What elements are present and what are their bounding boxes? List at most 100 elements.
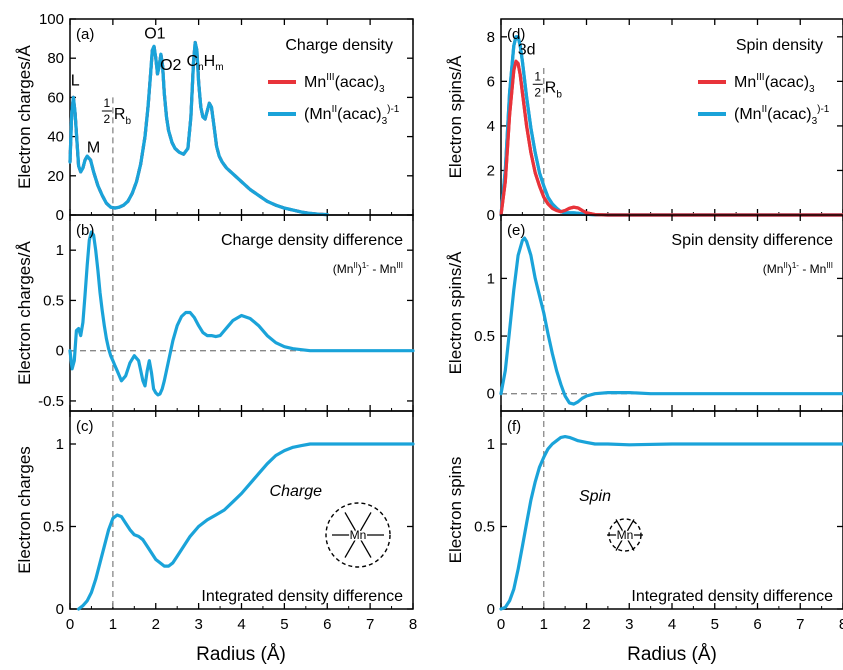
subtitle-sup: 1- — [362, 261, 369, 270]
chart-title: Integrated density difference — [201, 588, 403, 605]
series-line — [499, 435, 843, 611]
x-tick-label: 6 — [753, 616, 761, 633]
chart-title: Charge density difference — [221, 232, 403, 249]
inset-label: Charge — [270, 483, 323, 500]
panel-frame — [69, 410, 414, 610]
chart-title: Spin density difference — [671, 232, 833, 249]
subtitle-part: ) — [358, 262, 362, 276]
legend-text: (acac) — [337, 106, 381, 123]
y-tick-label: 1 — [487, 436, 495, 453]
peak-label: L — [71, 73, 80, 90]
legend-sup: III — [326, 72, 334, 83]
peak-text: 3d — [518, 42, 536, 59]
peak-label: CnHm — [187, 53, 224, 73]
subtitle-part: - Mn — [369, 262, 396, 276]
inset-bond — [615, 519, 635, 551]
peak-label: O2 — [160, 57, 181, 74]
rb-symbol: Rb — [545, 79, 563, 100]
y-axis-title: Electron charges/Å — [15, 45, 34, 189]
series-line-top — [499, 35, 843, 217]
legend-text: (Mn — [734, 106, 762, 123]
panel-label: (e) — [507, 222, 525, 239]
x-tick-label: 2 — [152, 616, 160, 633]
peak-text: M — [87, 139, 100, 156]
series-line — [68, 40, 329, 217]
peak-label: O1 — [144, 26, 165, 43]
y-tick-label: 2 — [487, 162, 495, 179]
panel-label: (a) — [76, 26, 94, 43]
rb-symbol: Rb — [114, 106, 132, 127]
panel-label: (b) — [76, 222, 94, 239]
x-tick-label: 0 — [66, 616, 74, 633]
legend-sup: )-1 — [387, 104, 400, 115]
y-tick-label: 0.5 — [474, 328, 495, 345]
x-tick-label: 5 — [280, 616, 288, 633]
legend-sup: II — [332, 104, 338, 115]
subtitle-sup: 1- — [792, 261, 799, 270]
x-tick-label: 2 — [582, 616, 590, 633]
panel-label: (d) — [507, 26, 525, 43]
legend-label: (MnII(acac)3)-1 — [304, 104, 400, 127]
y-tick-label: 20 — [47, 168, 64, 185]
panel-label: (f) — [507, 418, 521, 435]
subtitle-part: (Mn — [333, 262, 354, 276]
series-line — [76, 442, 415, 611]
y-axis-title: Electron spins/Å — [446, 55, 465, 178]
y-tick-label: 0.5 — [43, 292, 64, 309]
y-tick-label: 80 — [47, 50, 64, 67]
y-tick-label: 0 — [487, 386, 495, 403]
x-tick-label: 8 — [409, 616, 417, 633]
y-tick-label: 0 — [56, 207, 64, 224]
legend-label: MnIII(acac)3 — [734, 72, 815, 95]
y-tick-label: 60 — [47, 89, 64, 106]
peak-label: M — [87, 139, 100, 156]
peak-text: H — [204, 53, 216, 70]
y-tick-label: 0.5 — [474, 519, 495, 536]
peak-label: 3d — [518, 42, 536, 59]
subtitle-sup: III — [826, 261, 833, 270]
rb-text: R — [114, 106, 126, 123]
y-tick-label: 0 — [56, 601, 64, 618]
legend-sub: 3 — [382, 116, 388, 127]
peak-text: C — [187, 53, 199, 70]
chart-title: Charge density — [285, 37, 393, 54]
x-tick-label: 6 — [323, 616, 331, 633]
legend-sub: 3 — [379, 84, 385, 95]
legend-sup: )-1 — [817, 104, 830, 115]
y-tick-label: 0 — [487, 207, 495, 224]
subtitle-part: (Mn — [763, 262, 784, 276]
y-tick-label: 0 — [56, 343, 64, 360]
inset-atom-label: Mn — [617, 528, 634, 542]
chart-subtitle: (MnII)1- - MnIII — [333, 261, 403, 276]
peak-text: O2 — [160, 57, 181, 74]
legend-text: (acac) — [765, 74, 809, 91]
rb-numerator: 1 — [104, 96, 111, 110]
y-tick-label: 4 — [487, 118, 495, 135]
panel-b: -0.5 0 0.5 1 Electron charges/Å (b) Charge den… — [15, 214, 415, 412]
panel-frame — [500, 410, 843, 610]
y-tick-label: 0.5 — [43, 519, 64, 536]
x-tick-label: 3 — [194, 616, 202, 633]
legend-sub: 3 — [812, 116, 818, 127]
chart-subtitle: (MnII)1- - MnIII — [763, 261, 833, 276]
x-axis-title-left: Radius (Å) — [196, 644, 286, 665]
x-tick-label: 8 — [839, 616, 843, 633]
y-tick-label: 40 — [47, 129, 64, 146]
y-axis-title: Electron spins/Å — [446, 251, 465, 374]
rb-denominator: 2 — [104, 112, 111, 126]
legend-text: (Mn — [304, 106, 332, 123]
subtitle-sup: II — [353, 261, 357, 270]
peak-text: L — [71, 73, 80, 90]
rb-numerator: 1 — [534, 69, 541, 83]
x-tick-label: 5 — [711, 616, 719, 633]
y-tick-label: 0 — [487, 601, 495, 618]
series-line — [68, 230, 415, 397]
peak-sub: n — [198, 62, 204, 73]
panel-f: 0 1 2 3 4 5 6 7 8 0 0.5 1 Electron spins (f) Integrate… — [446, 410, 843, 633]
panel-c: 0 1 2 3 4 5 6 7 8 0 0.5 1 Electron charges (c) Integra… — [15, 410, 417, 633]
legend-sub: 3 — [809, 84, 815, 95]
panel-a: 0 20 40 60 80 100 Electron charges/Å (a) Charge … — [15, 11, 414, 224]
x-tick-label: 1 — [109, 616, 117, 633]
x-tick-label: 4 — [237, 616, 245, 633]
